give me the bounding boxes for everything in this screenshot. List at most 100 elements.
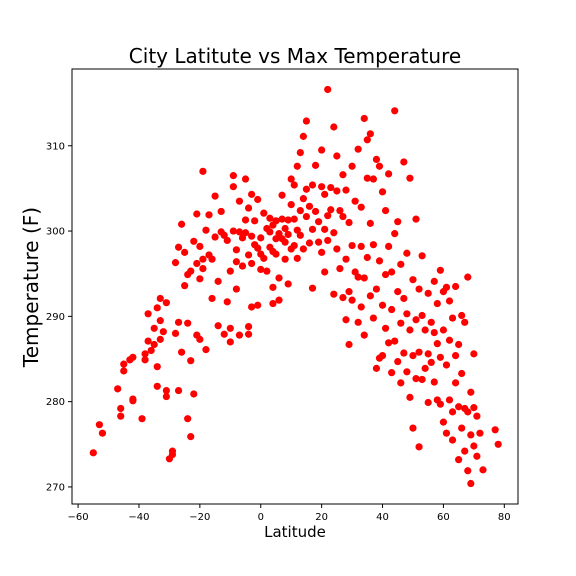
data-point <box>378 301 387 309</box>
data-point <box>467 479 475 488</box>
data-point <box>284 216 292 224</box>
y-tick-label: 310 <box>46 141 65 152</box>
data-point <box>424 289 432 297</box>
data-point <box>366 292 374 300</box>
data-point <box>281 255 289 263</box>
data-point <box>385 242 393 251</box>
data-point <box>473 412 481 420</box>
data-point <box>470 404 478 412</box>
data-point <box>257 234 265 242</box>
data-point <box>342 316 350 324</box>
data-point <box>400 294 408 303</box>
data-point <box>473 452 481 460</box>
data-point <box>415 348 423 356</box>
data-point <box>397 379 405 387</box>
data-points <box>89 85 502 488</box>
data-point <box>296 148 304 157</box>
x-tick-label: 80 <box>498 512 511 523</box>
data-point <box>345 288 353 296</box>
data-point <box>156 335 164 343</box>
data-point <box>278 191 286 199</box>
data-point <box>144 337 152 345</box>
data-point <box>311 161 320 169</box>
data-point <box>193 259 201 268</box>
data-point <box>470 442 478 450</box>
data-point <box>430 378 438 386</box>
data-point <box>275 296 283 304</box>
data-point <box>445 396 454 404</box>
data-point <box>241 216 250 224</box>
data-point <box>117 412 125 420</box>
data-point <box>336 264 344 273</box>
data-point <box>394 288 402 296</box>
data-point <box>217 207 225 216</box>
data-point <box>318 183 326 191</box>
data-point <box>342 186 350 194</box>
data-point <box>360 331 368 339</box>
data-point <box>421 326 429 334</box>
data-point <box>354 273 362 281</box>
data-point <box>120 367 128 375</box>
data-point <box>339 212 347 221</box>
data-point <box>299 245 307 253</box>
data-point <box>226 324 234 332</box>
data-point <box>241 175 250 183</box>
data-point <box>433 299 441 308</box>
data-point <box>467 431 475 439</box>
data-point <box>150 324 158 332</box>
data-point <box>129 397 137 405</box>
data-point <box>302 117 311 125</box>
data-point <box>391 337 399 345</box>
data-point <box>363 253 371 262</box>
data-point <box>260 209 268 217</box>
data-point <box>223 298 231 306</box>
data-point <box>293 254 301 262</box>
data-point <box>156 317 164 325</box>
x-tick-label: −60 <box>68 512 89 523</box>
x-tick-label: 0 <box>258 512 264 523</box>
data-point <box>187 267 195 275</box>
data-point <box>385 170 393 178</box>
data-point <box>141 350 149 358</box>
data-point <box>244 330 253 338</box>
data-point <box>336 206 344 215</box>
data-point <box>287 175 295 183</box>
data-point <box>254 301 262 309</box>
data-point <box>269 283 277 291</box>
data-point <box>455 403 463 411</box>
data-point <box>357 242 365 251</box>
data-point <box>254 244 262 252</box>
x-tick-label: −40 <box>128 512 149 523</box>
data-point <box>211 233 219 241</box>
data-point <box>369 175 377 183</box>
data-point <box>327 206 335 214</box>
data-point <box>199 264 207 273</box>
data-point <box>397 319 405 327</box>
data-point <box>287 201 295 209</box>
data-point <box>360 274 368 282</box>
data-point <box>214 277 222 285</box>
data-point <box>451 351 460 360</box>
data-point <box>162 299 170 307</box>
chart-title: City Latitute vs Max Temperature <box>129 44 461 68</box>
data-point <box>248 190 256 198</box>
data-point <box>235 197 244 205</box>
data-point <box>448 436 457 444</box>
data-point <box>174 318 183 326</box>
data-point <box>406 174 414 182</box>
data-point <box>476 429 484 437</box>
y-axis-label: Temperature (F) <box>19 207 43 368</box>
data-point <box>363 136 371 144</box>
data-point <box>409 276 417 284</box>
data-point <box>330 229 338 237</box>
data-point <box>458 311 466 320</box>
data-point <box>324 85 332 94</box>
data-point <box>196 275 204 283</box>
data-point <box>251 217 259 225</box>
data-point <box>181 248 189 256</box>
y-tick-label: 280 <box>46 397 65 408</box>
data-point <box>412 215 420 223</box>
data-point <box>226 338 234 346</box>
data-point <box>226 267 234 275</box>
